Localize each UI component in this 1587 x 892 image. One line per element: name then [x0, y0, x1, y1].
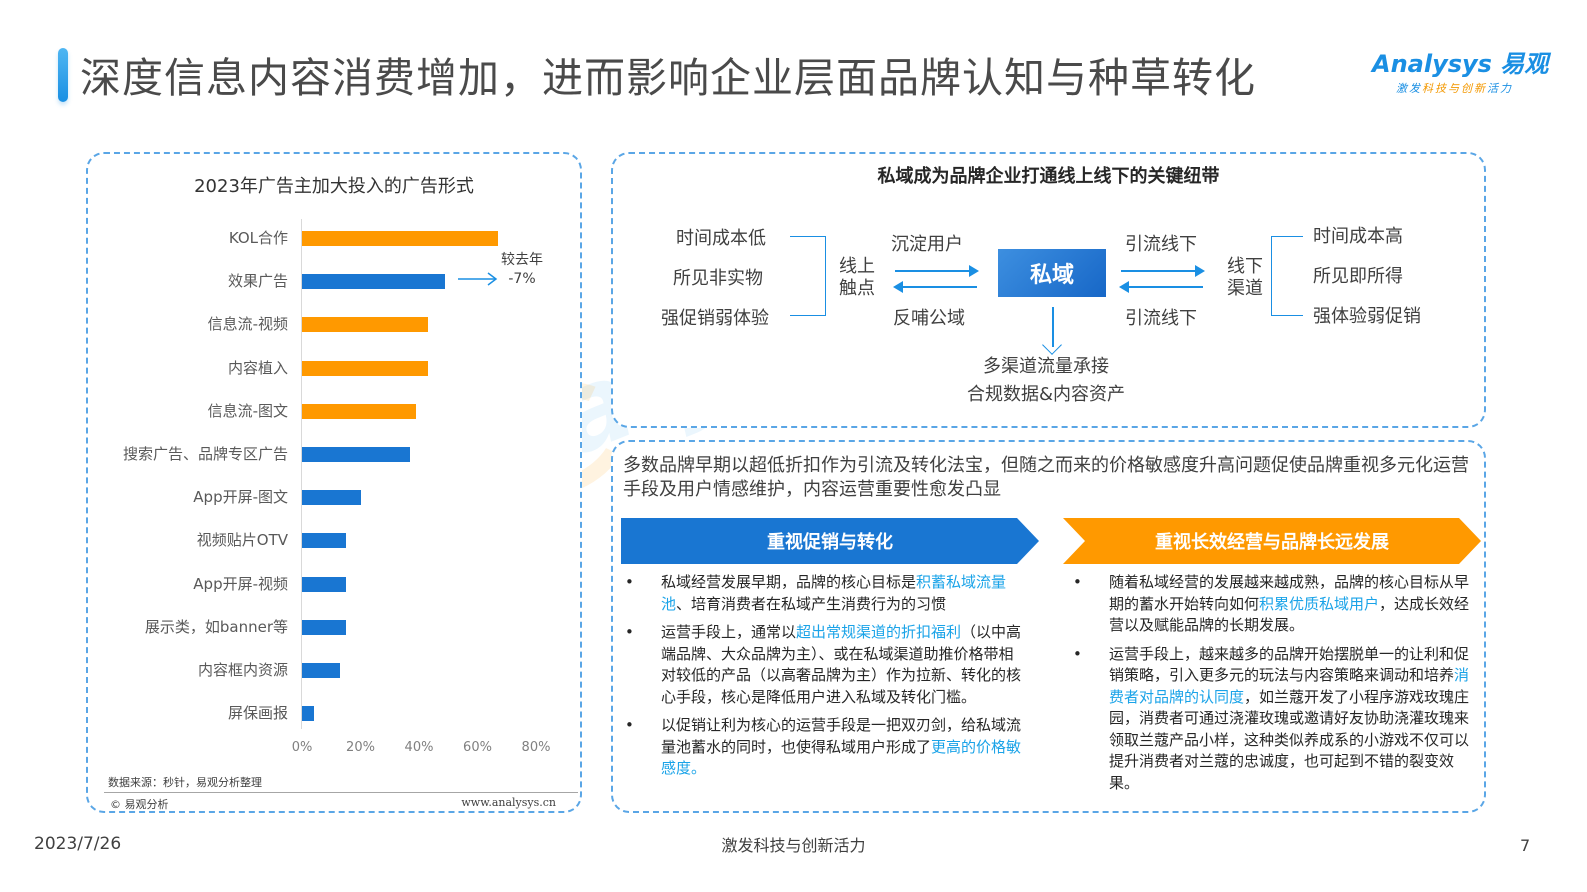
- offline-trait: 强体验弱促销: [1313, 306, 1421, 327]
- arrow-left-icon: [893, 281, 977, 293]
- bar-row: KOL合作: [88, 228, 578, 248]
- bar-label: 信息流-图文: [207, 401, 288, 420]
- bar-row: 搜索广告、品牌专区广告: [88, 444, 578, 464]
- arrow-right-icon: [1121, 265, 1205, 277]
- offline-trait: 所见即所得: [1313, 266, 1403, 287]
- bar-row: 内容框内资源: [88, 660, 578, 680]
- title-accent-bar: [58, 48, 68, 102]
- arrow-right-icon: [895, 265, 979, 277]
- logo-brand: Analysys 易观: [1372, 50, 1549, 78]
- chart-title: 2023年广告主加大投入的广告形式: [194, 176, 474, 197]
- analysis-panel: 多数品牌早期以超低折扣作为引流及转化法宝，但随之而来的价格敏感度升高问题促使品牌…: [611, 440, 1486, 813]
- output-line-2: 合规数据&内容资产: [967, 384, 1126, 405]
- arrow-label-offline: 引流线下: [1125, 234, 1197, 255]
- page-title: 深度信息内容消费增加，进而影响企业层面品牌认知与种草转化: [80, 54, 1256, 102]
- bar-row: 信息流-图文: [88, 401, 578, 421]
- bar: [302, 619, 346, 635]
- bar-label: App开屏-视频: [193, 574, 288, 593]
- bar-label: 屏保画报: [227, 704, 288, 723]
- bar-label: KOL合作: [228, 229, 288, 247]
- online-bracket: [790, 236, 826, 316]
- footer-date: 2023/7/26: [34, 834, 122, 854]
- bar: [302, 317, 428, 333]
- offline-trait: 时间成本高: [1313, 226, 1403, 247]
- bullet-item: 随着私域经营的发展越来越成熟，品牌的核心目标从早期的蓄水开始转向如何积累优质私域…: [1071, 572, 1471, 637]
- right-bullet-list: 随着私域经营的发展越来越成熟，品牌的核心目标从早期的蓄水开始转向如何积累优质私域…: [1071, 572, 1471, 801]
- source-divider: [104, 792, 578, 793]
- x-tick-label: 0%: [291, 740, 313, 755]
- output-line-1: 多渠道流量承接: [983, 356, 1109, 377]
- right-heading-banner: 重视长效经营与品牌长远发展: [1063, 518, 1481, 564]
- bullet-item: 运营手段上，通常以超出常规渠道的折扣福利（以中高端品牌、大众品牌为主）、或在私域…: [623, 622, 1023, 708]
- online-trait: 时间成本低: [676, 228, 766, 249]
- diagram-panel: 私域成为品牌企业打通线上线下的关键纽带 时间成本低 所见非实物 强促销弱体验 线…: [611, 152, 1486, 428]
- left-heading-banner: 重视促销与转化: [621, 518, 1039, 564]
- arrow-right-icon: [458, 272, 498, 286]
- bar-row: App开屏-视频: [88, 574, 578, 594]
- diagram-title: 私域成为品牌企业打通线上线下的关键纽带: [877, 166, 1220, 187]
- bullet-item: 运营手段上，越来越多的品牌开始摆脱单一的让利和促销策略，引入更多元的玩法与内容策…: [1071, 644, 1471, 795]
- website-link[interactable]: www.analysys.cn: [461, 796, 556, 809]
- bar: [302, 663, 341, 678]
- bar-row: 视频贴片OTV: [88, 530, 578, 550]
- footer-slogan: 激发科技与创新活力: [721, 836, 866, 855]
- copyright: © 易观分析: [110, 798, 169, 811]
- bar: [302, 231, 498, 246]
- offline-bracket: [1271, 236, 1303, 316]
- analysys-logo: Analysys 易观 激发科技与创新活力: [1372, 44, 1549, 100]
- analysis-intro: 多数品牌早期以超低折扣作为引流及转化法宝，但随之而来的价格敏感度升高问题促使品牌…: [623, 455, 1469, 500]
- online-trait: 强促销弱体验: [661, 308, 769, 329]
- bar: [302, 576, 346, 592]
- data-source: 数据来源：秒针，易观分析整理: [108, 776, 262, 789]
- bullet-item: 以促销让利为核心的运营手段是一把双刃剑，给私域流量池蓄水的同时，也使得私域用户形…: [623, 715, 1023, 780]
- x-tick-label: 80%: [521, 740, 551, 755]
- bar-row: 信息流-视频: [88, 314, 578, 334]
- bar-label: App开屏-图文: [193, 488, 288, 507]
- bar: [302, 447, 411, 462]
- bar: [302, 403, 417, 419]
- bar: [302, 274, 446, 290]
- private-domain-node: 私域: [998, 249, 1106, 297]
- bar-row: 展示类，如banner等: [88, 617, 578, 637]
- x-tick-label: 20%: [346, 740, 375, 755]
- x-tick-label: 40%: [404, 740, 434, 755]
- x-tick-label: 60%: [463, 740, 492, 755]
- bar-label: 展示类，如banner等: [144, 617, 288, 636]
- arrow-label-feedback-public: 反哺公域: [893, 308, 965, 329]
- arrow-down-line: [1052, 307, 1054, 347]
- bar-row: 效果广告: [88, 271, 578, 291]
- bar-label: 搜索广告、品牌专区广告: [122, 445, 288, 463]
- bar: [302, 490, 361, 506]
- left-bullet-list: 私域经营发展早期，品牌的核心目标是积蓄私域流量池、培育消费者在私域产生消费行为的…: [623, 572, 1023, 787]
- logo-tagline: 激发科技与创新活力: [1396, 82, 1513, 95]
- bar-label: 信息流-视频: [207, 315, 288, 334]
- bullet-item: 私域经营发展早期，品牌的核心目标是积蓄私域流量池、培育消费者在私域产生消费行为的…: [623, 572, 1023, 615]
- bar: [302, 533, 346, 549]
- arrow-label-offline: 引流线下: [1125, 308, 1197, 329]
- yoy-annotation: 较去年 -7%: [501, 252, 543, 287]
- arrow-left-icon: [1119, 281, 1203, 293]
- online-trait: 所见非实物: [673, 268, 763, 289]
- bar: [302, 706, 314, 722]
- bar: [302, 360, 428, 376]
- bar-row: 屏保画报: [88, 703, 578, 723]
- offline-node: 线下 渠道: [1227, 256, 1263, 299]
- page-number: 7: [1520, 836, 1531, 855]
- online-node: 线上 触点: [839, 256, 875, 299]
- arrow-label-settle-users: 沉淀用户: [891, 234, 963, 255]
- bar-label: 效果广告: [227, 272, 288, 291]
- bar-row: 内容植入: [88, 358, 578, 378]
- chart-panel: 2023年广告主加大投入的广告形式 KOL合作效果广告信息流-视频内容植入信息流…: [86, 152, 582, 813]
- bar-label: 内容植入: [227, 358, 288, 377]
- bar-label: 内容框内资源: [197, 661, 288, 679]
- y-axis-line: [301, 219, 302, 729]
- bar-label: 视频贴片OTV: [196, 531, 288, 550]
- bar-row: App开屏-图文: [88, 487, 578, 507]
